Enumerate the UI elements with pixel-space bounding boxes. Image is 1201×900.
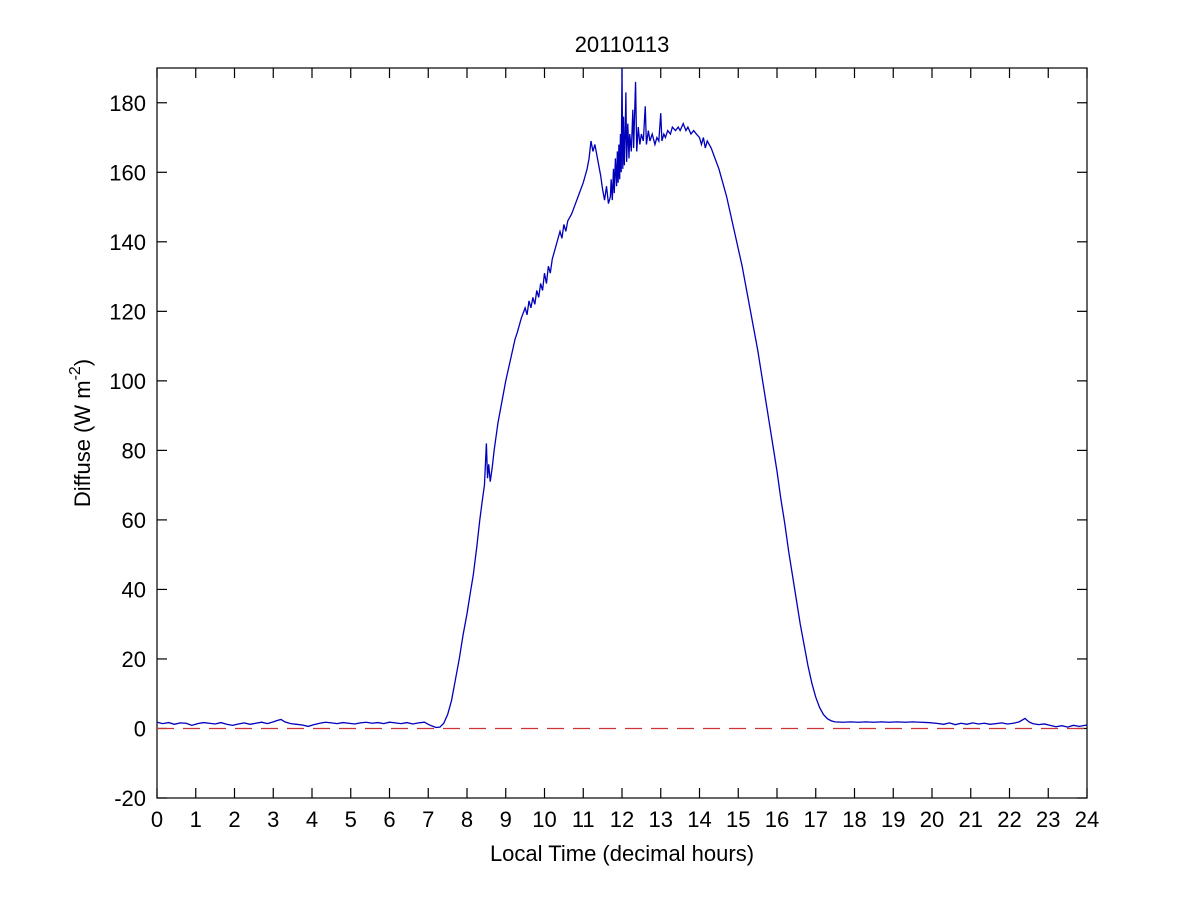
x-tick-label: 16 <box>765 807 789 832</box>
y-axis-label: Diffuse (W m-2) <box>67 359 95 507</box>
y-tick-label: 100 <box>109 369 146 394</box>
x-tick-label: 2 <box>228 807 240 832</box>
x-tick-label: 19 <box>881 807 905 832</box>
y-tick-label: 140 <box>109 230 146 255</box>
x-tick-label: 10 <box>532 807 556 832</box>
x-tick-label: 23 <box>1036 807 1060 832</box>
y-tick-label: 60 <box>122 508 146 533</box>
x-tick-label: 0 <box>151 807 163 832</box>
x-tick-label: 11 <box>572 807 595 832</box>
x-tick-label: 6 <box>383 807 395 832</box>
x-tick-label: 3 <box>267 807 279 832</box>
x-tick-label: 8 <box>461 807 473 832</box>
x-tick-label: 5 <box>345 807 357 832</box>
x-tick-label: 1 <box>190 807 202 832</box>
y-tick-label: 80 <box>122 438 146 463</box>
x-tick-labels: 0 1 2 3 4 5 6 7 8 9 10 11 12 13 14 15 16 17 18 19 20 21 22 23 24 <box>151 807 1099 832</box>
x-tick-label: 14 <box>687 807 711 832</box>
x-tick-label: 12 <box>610 807 634 832</box>
x-tick-label: 4 <box>306 807 318 832</box>
x-tick-label: 24 <box>1075 807 1099 832</box>
chart-title: 20110113 <box>575 32 670 57</box>
y-tick-label: 160 <box>109 160 146 185</box>
x-tick-label: 9 <box>500 807 512 832</box>
x-tick-label: 17 <box>804 807 828 832</box>
x-tick-label: 7 <box>422 807 434 832</box>
y-tick-label: -20 <box>114 786 146 811</box>
y-tick-label: 120 <box>109 299 146 324</box>
x-tick-label: 21 <box>959 807 983 832</box>
y-tick-label: 20 <box>122 647 146 672</box>
x-tick-label: 13 <box>649 807 673 832</box>
x-axis-ticks <box>156 68 1088 798</box>
series-group <box>156 67 1088 730</box>
y-axis-ticks <box>157 102 1087 799</box>
x-tick-label: 22 <box>997 807 1021 832</box>
y-tick-label: 180 <box>109 91 146 116</box>
x-tick-label: 20 <box>920 807 944 832</box>
y-tick-label: 0 <box>134 716 146 741</box>
y-tick-labels: -20 0 20 40 60 80 100 120 140 160 180 <box>109 91 146 811</box>
diffuse-line <box>156 67 1088 729</box>
x-axis-label: Local Time (decimal hours) <box>490 841 754 866</box>
x-tick-label: 18 <box>842 807 866 832</box>
plot-border <box>156 67 1088 799</box>
x-tick-label: 15 <box>726 807 750 832</box>
y-tick-label: 40 <box>122 577 146 602</box>
